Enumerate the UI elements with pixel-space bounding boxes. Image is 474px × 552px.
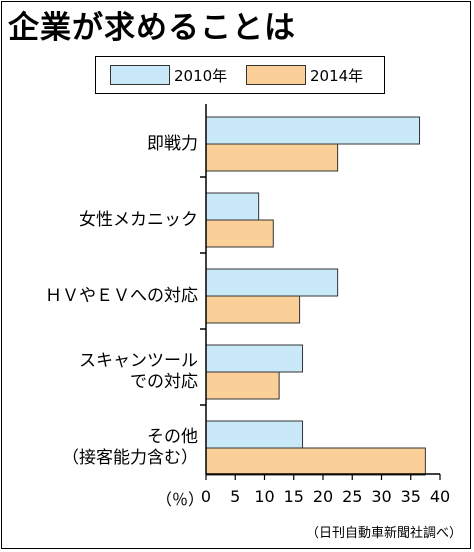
legend-label-2010: 2010年 xyxy=(174,66,228,85)
legend: 2010年 2014年 xyxy=(95,56,385,94)
bar-2010-3 xyxy=(205,344,304,373)
category-label-line: スキャンツール xyxy=(79,351,198,371)
x-tick-label: 40 xyxy=(430,487,450,506)
bar-2010-4 xyxy=(205,420,304,449)
category-label-line: 女性メカニック xyxy=(79,209,198,230)
legend-swatch-2014 xyxy=(246,65,306,85)
bar-2010-2 xyxy=(205,268,339,297)
x-tick-label: 10 xyxy=(254,487,274,506)
bar-2014-1 xyxy=(205,219,274,248)
bar-2014-0 xyxy=(205,143,339,172)
bar-2010-0 xyxy=(205,116,421,145)
category-label-4: その他 （接客能力含む） xyxy=(62,427,198,469)
category-label-0: 即戦力 xyxy=(147,134,198,155)
category-label-1: 女性メカニック xyxy=(79,210,198,231)
x-tick-label: 25 xyxy=(342,487,362,506)
x-tick-label: 15 xyxy=(284,487,304,506)
x-tick-label: 35 xyxy=(401,487,421,506)
category-label-2: ＨＶやＥＶへの対応 xyxy=(45,286,198,307)
legend-label-2014: 2014年 xyxy=(310,66,364,85)
bar-2014-3 xyxy=(205,371,280,400)
x-tick-label: 30 xyxy=(371,487,391,506)
category-label-line: ＨＶやＥＶへの対応 xyxy=(45,285,198,306)
category-label-line: 即戦力 xyxy=(147,133,198,154)
legend-item-2014: 2014年 xyxy=(246,65,363,85)
category-label-line: （接客能力含む） xyxy=(62,448,198,468)
category-label-3: スキャンツール での対応 xyxy=(79,351,198,393)
bar-2014-2 xyxy=(205,295,301,324)
x-tick-label: 20 xyxy=(313,487,333,506)
x-tick-label: 5 xyxy=(230,487,240,506)
bar-2010-1 xyxy=(205,192,260,221)
legend-swatch-2010 xyxy=(110,65,170,85)
chart-title: 企業が求めることは xyxy=(8,10,296,46)
legend-item-2010: 2010年 xyxy=(110,65,227,85)
source-note: （日刊自動車新聞社調べ） xyxy=(305,526,462,541)
x-tick-label: 0 xyxy=(201,487,211,506)
x-axis-unit: （％） xyxy=(156,490,205,509)
category-label-line: その他 xyxy=(147,427,198,447)
bar-2014-4 xyxy=(205,447,426,476)
category-label-line: での対応 xyxy=(130,372,198,392)
